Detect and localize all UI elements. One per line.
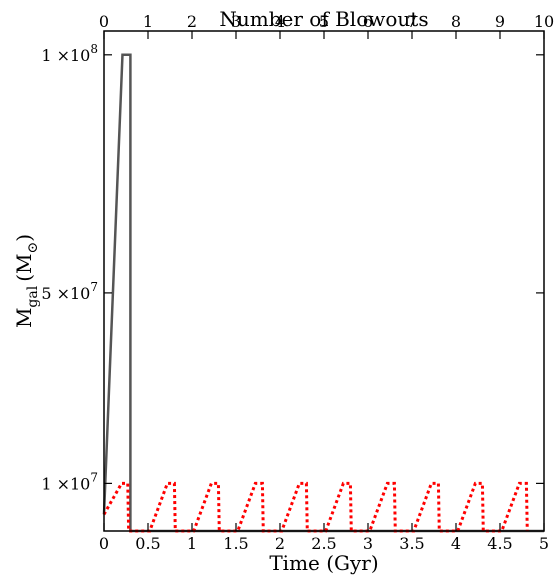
top-axis-title: Number of Blowouts	[219, 7, 428, 31]
plot-frame	[103, 30, 545, 532]
top-x-tick-label: 5	[319, 12, 329, 31]
top-x-tick-label: 2	[187, 12, 197, 31]
y-tick-mantissa: 5 ×10	[41, 284, 90, 303]
y-tick-exponent: 8	[90, 42, 98, 56]
top-x-tick-label: 1	[143, 12, 153, 31]
top-x-tick-label: 7	[407, 12, 417, 31]
y-tick-mantissa: 1 ×10	[41, 46, 90, 65]
y-tick-mantissa: 1 ×10	[41, 474, 90, 493]
y-axis-title-main: M	[12, 308, 36, 328]
top-x-tick-label: 9	[495, 12, 505, 31]
top-x-tick-label: 8	[451, 12, 461, 31]
x-tick-label: 1	[187, 534, 197, 553]
axis-ticks: 0 0.5 1 1.5 2 2.5 3 3.5 4 4.5 50 1 2 3 4 5 6 7 8 9 101 ×1075…	[41, 12, 554, 553]
top-x-tick-label: 6	[363, 12, 373, 31]
x-tick-label: 3.5	[399, 534, 424, 553]
y-axis-title-close: )	[12, 234, 36, 242]
x-tick-label: 2.5	[311, 534, 336, 553]
top-x-tick-label: 10	[534, 12, 554, 31]
y-tick-label: 5 ×107	[41, 280, 98, 303]
y-axis-title-unit-sub: ⊙	[25, 242, 41, 254]
x-tick-label: 5	[539, 534, 549, 553]
top-x-tick-label: 4	[275, 12, 285, 31]
y-tick-exponent: 7	[90, 470, 98, 484]
y-tick-label: 1 ×107	[41, 470, 98, 493]
x-axis-title: Time (Gyr)	[269, 551, 378, 575]
plot-marks	[102, 53, 544, 533]
x-tick-label: 4	[451, 534, 461, 553]
x-tick-label: 3	[363, 534, 373, 553]
y-axis-title: Mgal (M⊙)	[12, 234, 41, 328]
series-line-1	[102, 53, 544, 533]
y-tick-label: 1 ×108	[41, 42, 98, 65]
y-axis-title-unit: (M	[12, 253, 36, 281]
x-tick-label: 4.5	[487, 534, 512, 553]
x-tick-label: 1.5	[223, 534, 248, 553]
x-tick-label: 2	[275, 534, 285, 553]
y-tick-exponent: 7	[90, 280, 98, 294]
series-line-2	[102, 481, 529, 533]
x-tick-label: 0	[99, 534, 109, 553]
y-axis-title-sub: gal	[25, 285, 41, 307]
x-tick-label: 0.5	[135, 534, 160, 553]
top-x-tick-label: 0	[99, 12, 109, 31]
top-x-tick-label: 3	[231, 12, 241, 31]
